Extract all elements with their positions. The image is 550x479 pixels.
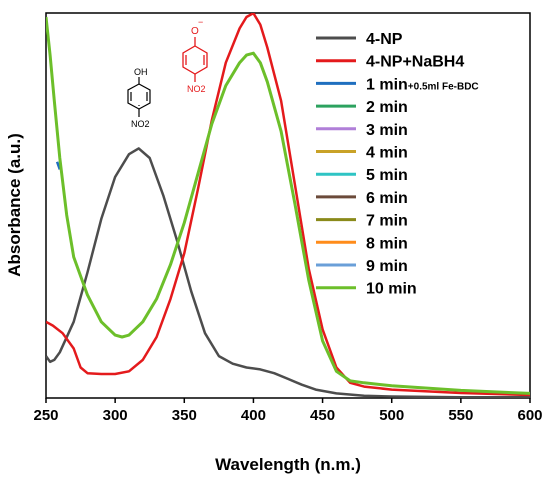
x-tick-label: 400 (241, 407, 266, 424)
x-tick-label: 300 (103, 407, 128, 424)
molecule-4np-top: OH (134, 67, 148, 77)
legend-name: 1 min (366, 76, 408, 93)
legend: 4-NP 4-NP+NaBH4 1 min+0.5ml Fe-BDC 2 min 3… (316, 31, 479, 298)
legend-name: 6 min (366, 190, 408, 207)
molecule-ion-charge: − (198, 17, 203, 27)
plot-frame (45, 12, 531, 399)
legend-label-8: 7 min (366, 213, 408, 230)
x-tick-label: 350 (172, 407, 197, 424)
legend-label-1: 4-NP+NaBH4 (366, 54, 464, 71)
series-line-11 (46, 16, 530, 395)
series-line-1 (46, 13, 530, 397)
x-axis-ticks: 250 300 350 400 450 500 550 600 (33, 398, 543, 424)
molecule-ion-bottom: NO2 (187, 84, 206, 94)
x-tick-label: 500 (379, 407, 404, 424)
legend-label-7: 6 min (366, 190, 408, 207)
series-layer (46, 13, 530, 398)
legend-name: 10 min (366, 281, 417, 298)
legend-name: 9 min (366, 258, 408, 275)
legend-label-3: 2 min (366, 99, 408, 116)
series-line-0 (46, 147, 530, 398)
x-tick-label: 600 (517, 407, 542, 424)
legend-label-11: 10 min (366, 281, 417, 298)
legend-label-2: 1 min+0.5ml Fe-BDC (366, 76, 479, 93)
legend-label-5: 4 min (366, 145, 408, 162)
4-nitrophenol-structure: OH NO2 (127, 67, 151, 129)
series-line-2 (55, 161, 61, 170)
legend-name: 3 min (366, 122, 408, 139)
x-axis-label: Wavelength (n.m.) (215, 455, 361, 474)
legend-label-10: 9 min (366, 258, 408, 275)
legend-name: 4-NP+NaBH4 (366, 54, 464, 71)
legend-name: 2 min (366, 99, 408, 116)
legend-name: 4 min (366, 145, 408, 162)
4-nitrophenolate-structure: O − NO2 (182, 17, 208, 94)
plot-area (45, 12, 531, 399)
legend-name: 7 min (366, 213, 408, 230)
legend-name: 4-NP (366, 31, 403, 48)
legend-label-6: 5 min (366, 167, 408, 184)
molecule-ion-top: O (191, 26, 199, 37)
legend-name: 8 min (366, 235, 408, 252)
x-tick-label: 550 (448, 407, 473, 424)
x-tick-label: 250 (33, 407, 58, 424)
legend-label-0: 4-NP (366, 31, 403, 48)
molecule-4np-bottom: NO2 (131, 119, 150, 129)
legend-label-4: 3 min (366, 122, 408, 139)
x-tick-label: 450 (310, 407, 335, 424)
y-axis-label: Absorbance (a.u.) (5, 133, 24, 277)
legend-name-suffix: +0.5ml Fe-BDC (408, 81, 479, 92)
legend-name: 5 min (366, 167, 408, 184)
legend-label-9: 8 min (366, 235, 408, 252)
